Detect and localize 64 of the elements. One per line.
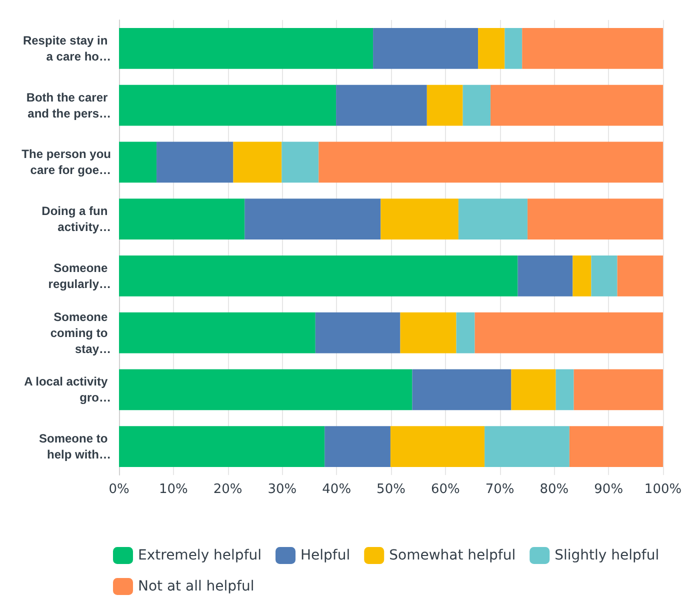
x-tick-label: 0%	[108, 482, 130, 497]
bar	[458, 198, 528, 240]
bar	[528, 198, 663, 240]
bar	[426, 84, 463, 126]
x-tick-label: 70%	[485, 482, 514, 497]
bar	[233, 142, 282, 183]
legend-label: Extremely helpful	[138, 548, 262, 564]
bar	[119, 84, 336, 126]
x-tick-label: 100%	[644, 482, 682, 497]
bar	[569, 426, 663, 468]
bar	[572, 255, 592, 296]
x-tick-label: 40%	[322, 482, 352, 497]
x-tick-label: 60%	[430, 482, 460, 497]
bar	[156, 142, 234, 183]
x-tick-label: 80%	[540, 482, 569, 497]
x-tick-label: 30%	[268, 482, 297, 497]
bar	[617, 255, 663, 296]
y-tick-label: Someone to help with…	[38, 432, 111, 462]
bar	[119, 312, 316, 354]
bar	[504, 28, 522, 69]
bar	[282, 142, 319, 183]
y-tick-label: Both the carer and the pers…	[26, 90, 111, 120]
legend-label: Helpful	[300, 548, 350, 564]
x-tick-label: 50%	[376, 482, 406, 497]
bar	[119, 255, 518, 296]
y-tick-label: Respite stay in a care ho…	[22, 33, 111, 64]
bar	[244, 198, 381, 240]
bar	[324, 426, 390, 468]
bar	[336, 84, 427, 126]
bar	[119, 426, 325, 468]
bar	[380, 198, 458, 240]
legend-label: Not at all helpful	[138, 578, 254, 594]
x-tick-label: 20%	[213, 482, 242, 497]
y-tick-label: The person you care for goe…	[22, 147, 111, 178]
y-tick-label: A local activity gro…	[24, 374, 111, 405]
bar	[574, 369, 663, 410]
bar	[511, 369, 556, 410]
bar	[456, 312, 475, 354]
bar	[119, 198, 245, 240]
bar	[474, 312, 663, 354]
bar	[522, 28, 663, 69]
bar	[556, 369, 574, 410]
bar	[119, 28, 374, 69]
bar	[484, 426, 570, 468]
bar	[400, 312, 456, 354]
legend-label: Slightly helpful	[554, 548, 660, 564]
bar	[390, 426, 485, 468]
bar	[119, 369, 412, 410]
bar	[119, 142, 157, 183]
y-tick-label: Someone regularly…	[48, 260, 111, 291]
y-tick-label: Doing a fun activity…	[42, 204, 111, 234]
y-tick-label: Someone coming to stay…	[50, 310, 111, 356]
x-tick-label: 90%	[594, 482, 624, 497]
x-tick-label: 10%	[158, 482, 188, 497]
bar	[412, 369, 512, 410]
bar	[315, 312, 400, 354]
legend-label: Somewhat helpful	[389, 548, 516, 564]
bar	[462, 84, 491, 126]
bar	[518, 255, 573, 296]
bar	[373, 28, 478, 69]
bar	[318, 142, 663, 183]
bar	[478, 28, 505, 69]
bar	[490, 84, 663, 126]
bar	[591, 255, 618, 296]
